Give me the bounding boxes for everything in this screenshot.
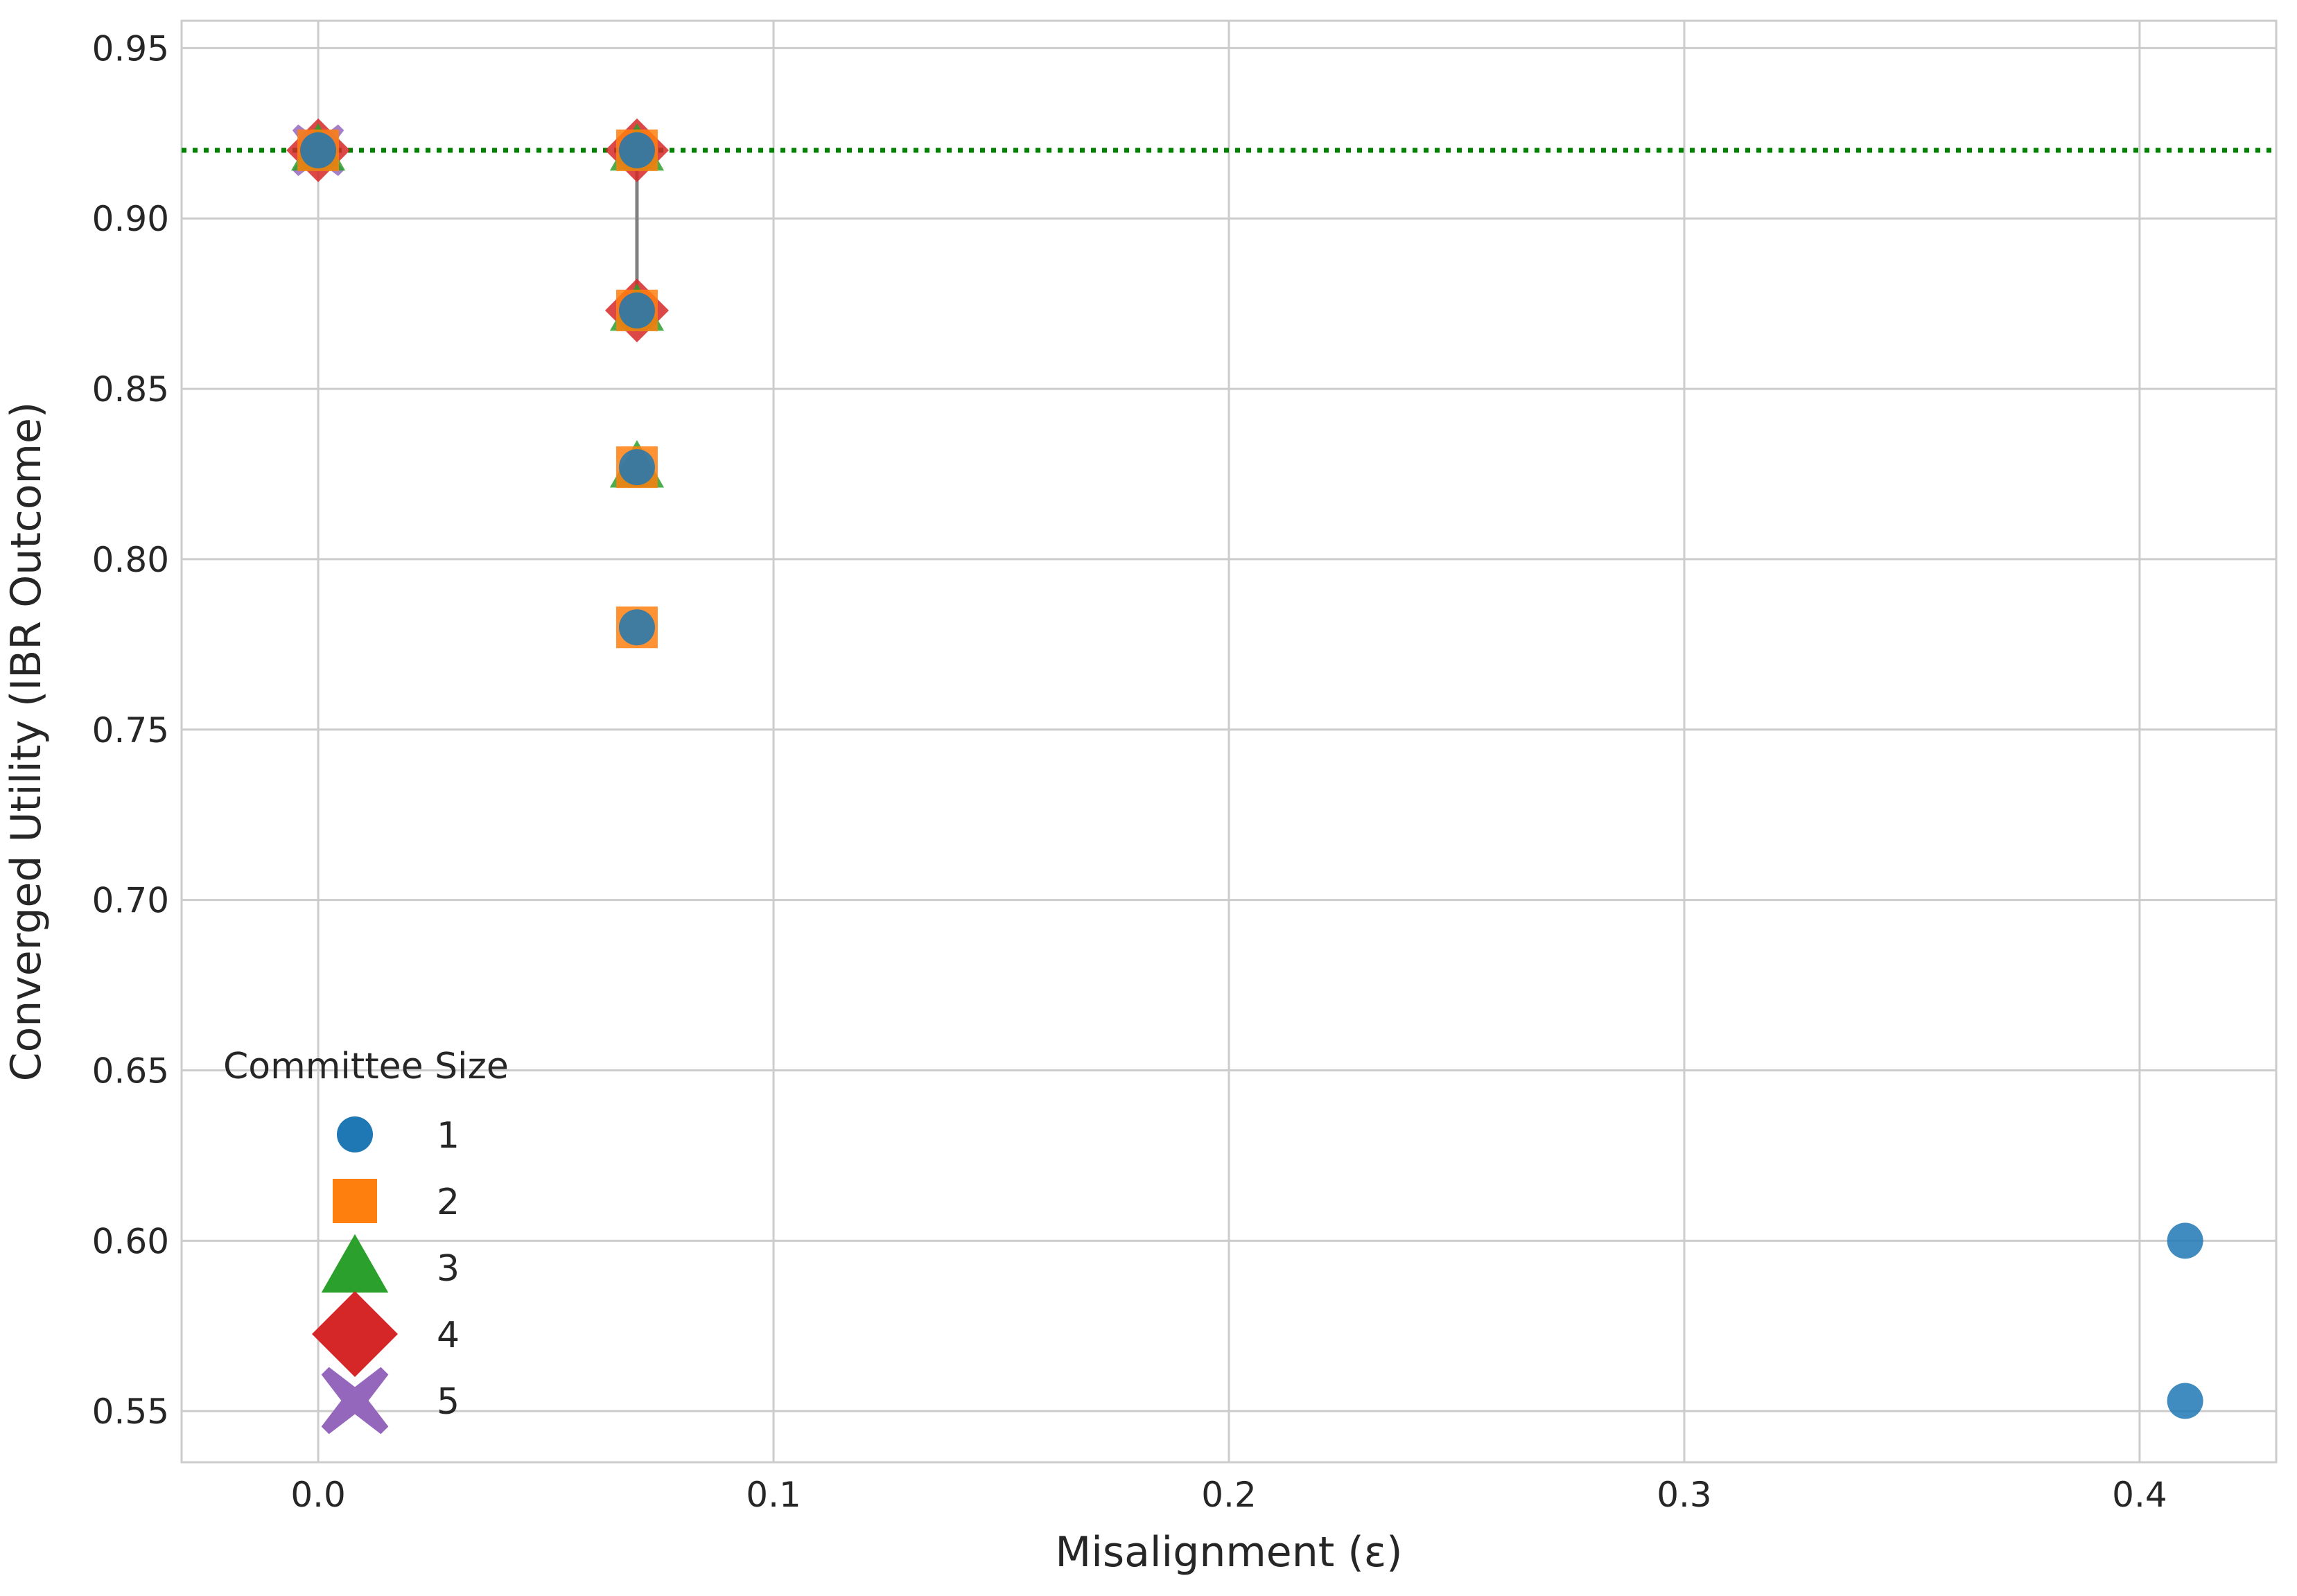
legend-label-2: 2 bbox=[437, 1182, 460, 1223]
legend-title: Committee Size bbox=[223, 1046, 509, 1087]
x-tick-label: 0.3 bbox=[1657, 1475, 1712, 1515]
y-tick-label: 0.80 bbox=[92, 540, 169, 580]
point-series-1 bbox=[618, 609, 655, 646]
y-tick-label: 0.55 bbox=[92, 1392, 169, 1432]
legend-marker-1 bbox=[337, 1116, 373, 1152]
point-series-1 bbox=[2167, 1222, 2203, 1259]
y-tick-labels: 0.55 0.60 0.65 0.70 0.75 0.80 0.85 0.90 0.95 bbox=[92, 28, 169, 1432]
legend: Committee Size 1 2 3 4 5 bbox=[223, 1046, 509, 1435]
legend-marker-3 bbox=[321, 1234, 389, 1293]
point-series-1 bbox=[618, 449, 655, 486]
y-tick-label: 0.85 bbox=[92, 369, 169, 410]
x-tick-label: 0.4 bbox=[2112, 1475, 2167, 1515]
legend-label-1: 1 bbox=[437, 1115, 460, 1157]
legend-marker-5 bbox=[321, 1367, 389, 1435]
plot-frame bbox=[180, 19, 2278, 1464]
point-series-1 bbox=[618, 292, 655, 328]
point-series-1 bbox=[2167, 1383, 2203, 1419]
legend-label-3: 3 bbox=[437, 1248, 460, 1290]
x-tick-label: 0.2 bbox=[1201, 1475, 1257, 1515]
y-tick-label: 0.60 bbox=[92, 1221, 169, 1261]
x-axis-label: Misalignment (ε) bbox=[1055, 1528, 1402, 1577]
y-tick-label: 0.65 bbox=[92, 1051, 169, 1091]
series-1 bbox=[300, 132, 2203, 1419]
y-tick-label: 0.75 bbox=[92, 710, 169, 751]
y-tick-label: 0.95 bbox=[92, 28, 169, 69]
data-marks bbox=[286, 118, 2203, 1419]
x-tick-label: 0.0 bbox=[290, 1475, 346, 1515]
legend-label-5: 5 bbox=[437, 1381, 460, 1423]
y-tick-label: 0.70 bbox=[92, 881, 169, 921]
x-tick-labels: 0.0 0.1 0.2 0.3 0.4 bbox=[290, 1475, 2167, 1515]
x-tick-label: 0.1 bbox=[746, 1475, 801, 1515]
y-axis-label: Converged Utility (IBR Outcome) bbox=[2, 402, 51, 1082]
point-series-1 bbox=[618, 132, 655, 168]
legend-marker-4 bbox=[312, 1291, 398, 1377]
y-tick-label: 0.90 bbox=[92, 199, 169, 239]
legend-marker-2 bbox=[333, 1179, 377, 1223]
point-series-1 bbox=[300, 132, 337, 168]
legend-label-4: 4 bbox=[437, 1315, 460, 1356]
grid bbox=[182, 21, 2276, 1462]
